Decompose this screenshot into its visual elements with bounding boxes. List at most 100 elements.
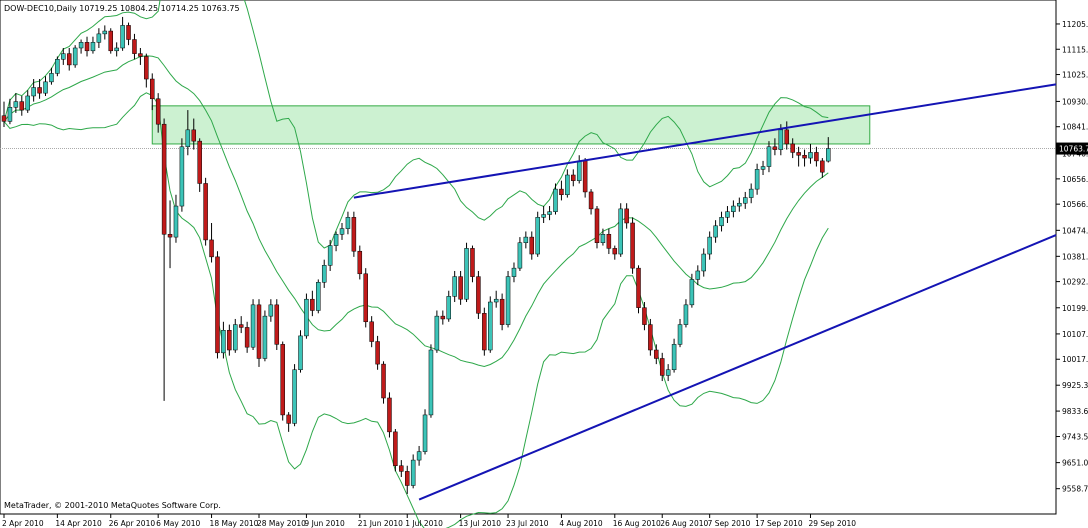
candle	[511, 262, 517, 283]
candle	[618, 203, 623, 257]
candle	[96, 28, 102, 48]
candle	[262, 310, 268, 362]
candle	[327, 239, 333, 271]
candle	[244, 321, 250, 353]
candle	[535, 211, 540, 257]
trendline-lower	[418, 234, 1057, 501]
candle-body	[802, 154, 807, 159]
candle-body	[363, 273, 368, 323]
candle-body	[298, 335, 303, 371]
candle	[571, 169, 576, 187]
candle-body	[161, 123, 167, 235]
candle-body	[600, 234, 606, 243]
candle	[416, 445, 422, 466]
candle	[49, 67, 54, 85]
candle	[796, 146, 801, 167]
candle	[529, 231, 535, 260]
candle	[304, 293, 309, 339]
candle-body	[725, 211, 730, 218]
candle	[274, 299, 280, 351]
candle-body	[826, 148, 831, 162]
x-tick-label: 7 Sep 2010	[708, 519, 751, 528]
candle-body	[719, 217, 724, 227]
candle-body	[606, 234, 612, 249]
candle-body	[416, 451, 422, 461]
candle	[185, 110, 191, 156]
candle	[482, 307, 487, 356]
candle	[393, 429, 398, 472]
candle-body	[648, 324, 653, 351]
candle-body	[594, 208, 600, 243]
candle-body	[529, 236, 535, 255]
candle-body	[582, 160, 588, 193]
y-tick-label: 11025.9	[1062, 71, 1088, 80]
candle-body	[262, 315, 268, 359]
candle	[565, 169, 570, 198]
candle-body	[665, 369, 671, 376]
candle	[737, 197, 742, 212]
candle	[25, 90, 30, 113]
candle-body	[102, 30, 108, 35]
candle-body	[55, 59, 60, 74]
candle-body	[138, 53, 143, 57]
candle	[814, 146, 819, 167]
candle	[464, 242, 469, 303]
watermark: MetaTrader, © 2001-2010 MetaQuotes Softw…	[4, 501, 221, 510]
candle-body	[553, 188, 558, 212]
candle-body	[333, 234, 339, 246]
candle-body	[96, 33, 102, 43]
band-lower	[3, 92, 829, 528]
candle	[13, 93, 19, 113]
candle-body	[470, 248, 475, 277]
x-tick-label: 9 Jun 2010	[304, 519, 345, 528]
y-tick-label: 9925.3	[1062, 381, 1088, 390]
y-tick-label: 10199.6	[1062, 304, 1088, 313]
candle	[493, 290, 499, 308]
candle	[215, 251, 220, 359]
candle	[707, 231, 712, 260]
candle-body	[737, 202, 742, 207]
candle	[523, 231, 529, 249]
candle	[458, 270, 463, 305]
candle-body	[179, 146, 185, 207]
y-tick-label: 11115.5	[1062, 45, 1088, 54]
candle	[286, 412, 291, 432]
x-tick-label: 17 Sep 2010	[755, 519, 803, 528]
candle-body	[511, 267, 517, 277]
candle-body	[547, 211, 552, 215]
candle	[227, 324, 232, 356]
candle-body	[72, 47, 78, 66]
candle	[488, 296, 493, 353]
candle	[772, 138, 778, 156]
candle-body	[19, 101, 25, 111]
x-tick-label: 1 Jul 2010	[405, 519, 443, 528]
candle-body	[476, 276, 481, 314]
candle-body	[671, 344, 677, 371]
candle	[221, 321, 226, 359]
candle	[648, 318, 653, 356]
candle-body	[701, 253, 706, 272]
candle	[689, 273, 695, 308]
candle	[748, 183, 754, 204]
x-tick-label: 16 Aug 2010	[613, 519, 661, 528]
x-tick-label: 21 Jun 2010	[358, 519, 403, 528]
candle-body	[393, 431, 398, 466]
candle	[66, 47, 72, 71]
candle	[132, 33, 137, 60]
candle-body	[642, 307, 647, 325]
candle-body	[120, 25, 125, 49]
current-price-box-bg	[1056, 142, 1088, 155]
candle	[321, 259, 327, 288]
candle-body	[766, 146, 772, 167]
candle	[61, 47, 66, 65]
candle-body	[748, 188, 754, 198]
candle-body	[814, 152, 819, 162]
candle	[191, 118, 197, 150]
candle	[743, 191, 748, 209]
candle-body	[659, 358, 665, 376]
candle-body	[49, 73, 54, 83]
candle-body	[677, 324, 683, 345]
candle-body	[422, 414, 428, 452]
resistance-zone	[151, 105, 871, 145]
